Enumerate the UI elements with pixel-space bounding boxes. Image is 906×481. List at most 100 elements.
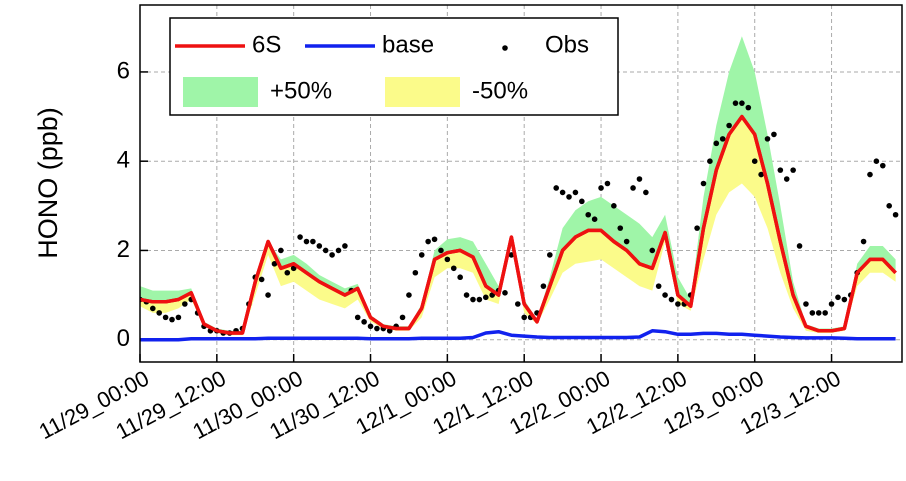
obs-point bbox=[502, 290, 508, 296]
series-line bbox=[140, 329, 896, 342]
obs-point bbox=[572, 189, 579, 196]
obs-point bbox=[841, 296, 848, 303]
obs-point bbox=[547, 252, 553, 258]
obs-point bbox=[617, 225, 624, 231]
obs-point bbox=[809, 310, 816, 316]
series-line bbox=[140, 114, 897, 335]
obs-point bbox=[745, 104, 752, 111]
obs-point bbox=[623, 238, 630, 245]
obs-point bbox=[559, 189, 566, 196]
obs-point bbox=[732, 100, 739, 106]
obs-point bbox=[758, 171, 764, 178]
legend-label: +50% bbox=[270, 77, 332, 104]
obs-point bbox=[579, 198, 585, 205]
obs-point bbox=[764, 136, 771, 142]
obs-point bbox=[316, 243, 323, 249]
obs-point bbox=[860, 238, 867, 245]
obs-point bbox=[470, 296, 476, 303]
obs-point bbox=[278, 247, 284, 254]
obs-point bbox=[450, 265, 457, 272]
obs-point bbox=[751, 158, 758, 164]
obs-point bbox=[169, 316, 175, 323]
y-tick-label: 4 bbox=[117, 147, 130, 174]
obs-point bbox=[803, 301, 809, 307]
obs-point bbox=[815, 310, 822, 316]
obs-point bbox=[342, 243, 348, 249]
obs-point bbox=[867, 171, 873, 178]
obs-point bbox=[694, 225, 700, 231]
obs-point bbox=[675, 301, 681, 307]
obs-point bbox=[329, 252, 335, 258]
obs-point bbox=[700, 180, 707, 187]
legend-swatch bbox=[502, 45, 508, 51]
y-tick-label: 0 bbox=[117, 325, 130, 352]
obs-point bbox=[553, 185, 560, 191]
obs-point bbox=[457, 274, 463, 281]
obs-point bbox=[374, 325, 380, 332]
obs-point bbox=[354, 314, 361, 321]
obs-point bbox=[892, 211, 899, 218]
obs-point bbox=[162, 314, 169, 321]
obs-point bbox=[879, 162, 886, 169]
obs-point bbox=[649, 247, 656, 254]
obs-point bbox=[438, 247, 444, 254]
obs-point bbox=[611, 203, 617, 209]
obs-point bbox=[726, 122, 732, 129]
legend-label: -50% bbox=[472, 77, 528, 104]
plot bbox=[140, 36, 899, 342]
legend-label: 6S bbox=[252, 31, 281, 58]
obs-point bbox=[258, 276, 265, 283]
obs-point bbox=[719, 136, 726, 142]
obs-point bbox=[399, 314, 406, 321]
obs-point bbox=[431, 236, 438, 243]
obs-point bbox=[540, 283, 547, 289]
obs-point bbox=[835, 294, 841, 301]
obs-point bbox=[265, 292, 271, 298]
y-axis-label: HONO (ppb) bbox=[33, 107, 63, 259]
obs-point bbox=[182, 301, 188, 307]
obs-point bbox=[463, 292, 470, 298]
obs-point bbox=[444, 256, 451, 263]
obs-point bbox=[361, 319, 367, 325]
obs-point bbox=[482, 294, 489, 301]
obs-point bbox=[630, 185, 636, 191]
obs-point bbox=[598, 185, 604, 191]
obs-point bbox=[156, 310, 163, 316]
obs-point bbox=[707, 158, 713, 164]
obs-point bbox=[604, 180, 611, 187]
obs-point bbox=[297, 234, 303, 240]
obs-point bbox=[873, 158, 880, 164]
obs-point bbox=[406, 292, 412, 298]
obs-point bbox=[822, 310, 828, 316]
obs-point bbox=[591, 216, 598, 222]
obs-point bbox=[662, 292, 668, 298]
obs-point bbox=[771, 131, 777, 138]
obs-point bbox=[418, 252, 425, 258]
obs-point bbox=[777, 167, 784, 173]
obs-point bbox=[566, 194, 572, 200]
obs-point bbox=[284, 269, 291, 276]
obs-point bbox=[783, 176, 790, 182]
plot-frame bbox=[139, 4, 903, 363]
obs-point bbox=[790, 167, 796, 173]
obs-point bbox=[636, 176, 643, 182]
legend-label: base bbox=[382, 31, 434, 58]
obs-point bbox=[828, 301, 835, 307]
obs-point bbox=[367, 323, 374, 330]
obs-point bbox=[425, 238, 431, 245]
obs-point bbox=[521, 314, 528, 321]
obs-point bbox=[796, 243, 803, 249]
obs-point bbox=[412, 269, 419, 276]
y-tick-label: 2 bbox=[117, 236, 130, 263]
y-tick-label: 6 bbox=[117, 57, 130, 84]
obs-point bbox=[514, 301, 521, 307]
obs-point bbox=[585, 211, 592, 218]
obs-point bbox=[303, 238, 310, 245]
obs-point bbox=[150, 305, 156, 312]
obs-point bbox=[668, 296, 675, 303]
obs-point bbox=[476, 296, 483, 303]
obs-point bbox=[655, 283, 662, 289]
legend-swatch bbox=[385, 77, 460, 107]
obs-point bbox=[271, 261, 278, 267]
